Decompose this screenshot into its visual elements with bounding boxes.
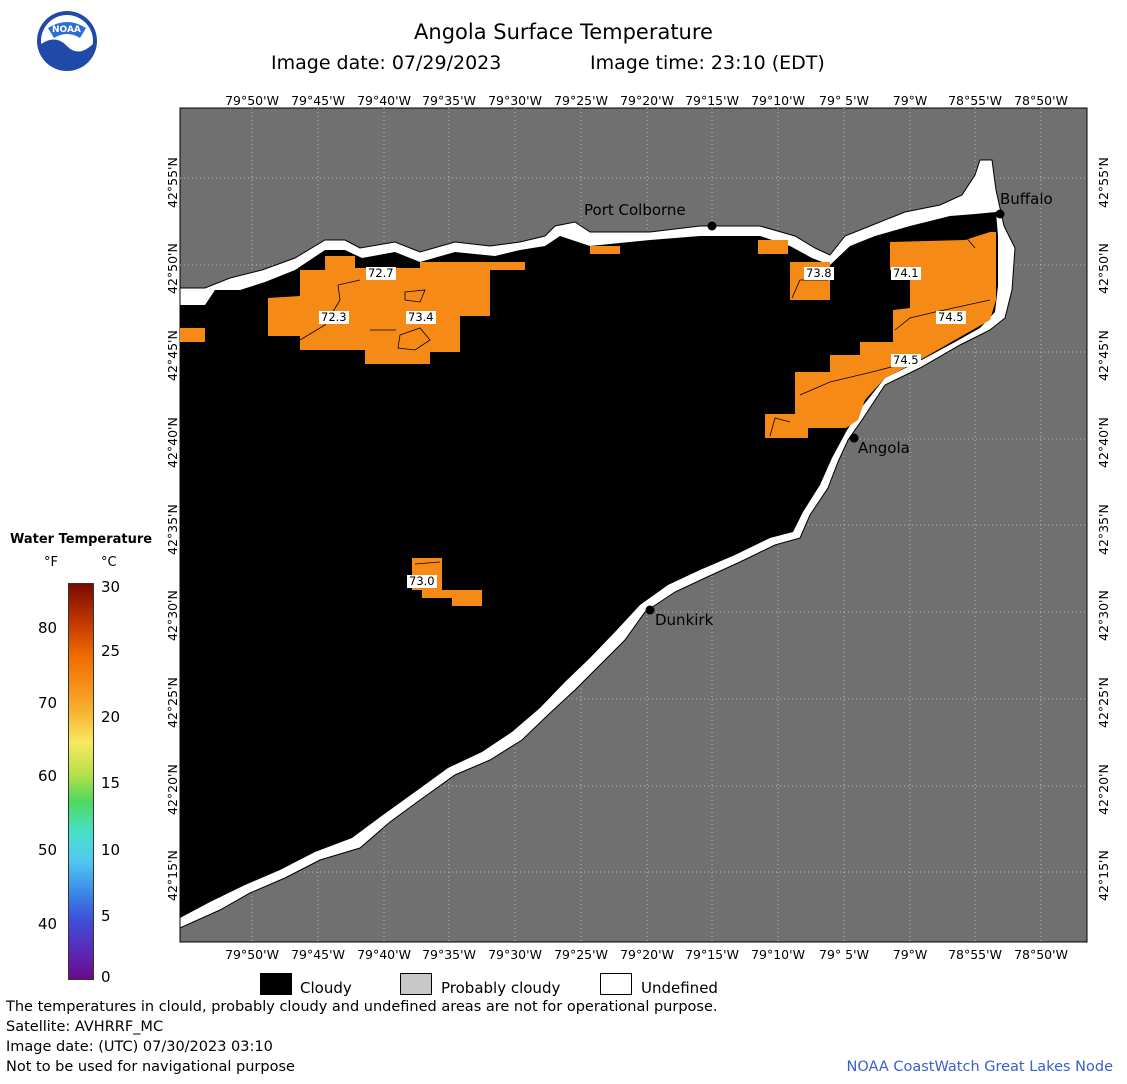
lon-label: 78°50'W (1014, 947, 1068, 962)
key-label-undefined: Undefined (641, 979, 718, 997)
legend-f-tick: 50 (38, 841, 58, 859)
temp-label: 72.3 (319, 310, 349, 324)
lon-label: 79°40'W (357, 93, 411, 108)
lon-label: 79°25'W (554, 947, 608, 962)
place-angola: Angola (858, 439, 910, 457)
legend-title: Water Temperature (10, 532, 153, 547)
temp-label: 73.8 (804, 266, 834, 280)
lon-label: 78°50'W (1014, 93, 1068, 108)
legend-c-tick: 10 (101, 841, 121, 859)
lon-label: 79°15'W (685, 93, 739, 108)
lon-label: 79°30'W (488, 93, 542, 108)
temp-label: 73.4 (406, 310, 436, 324)
lon-label: 79°20'W (620, 93, 674, 108)
legend-c-tick: 30 (101, 578, 121, 596)
key-swatch-probably-cloudy (400, 973, 432, 995)
temp-label: 74.5 (936, 310, 966, 324)
legend-unit-c: °C (101, 555, 117, 570)
legend-colorbar (68, 583, 94, 980)
logo-text: NOAA (52, 25, 81, 35)
key-swatch-undefined (600, 973, 632, 995)
lon-label: 78°55'W (948, 947, 1002, 962)
lon-label: 79°10'W (751, 947, 805, 962)
footer-satellite: Satellite: AVHRRF_MC (6, 1019, 164, 1035)
footer-nav-warning: Not to be used for navigational purpose (6, 1059, 295, 1075)
city-marker (645, 605, 655, 615)
chart-title: Angola Surface Temperature (414, 20, 713, 44)
city-marker (995, 209, 1005, 219)
lon-label: 79°25'W (554, 93, 608, 108)
lon-label: 79°50'W (225, 947, 279, 962)
footer-credit: NOAA CoastWatch Great Lakes Node (846, 1059, 1113, 1075)
city-marker (849, 433, 859, 443)
lon-label: 79°W (892, 93, 928, 108)
temp-label: 72.7 (366, 266, 396, 280)
legend-f-tick: 80 (38, 619, 58, 637)
lon-label: 79°35'W (422, 93, 476, 108)
footer-disclaimer: The temperatures in clould, probably clo… (6, 999, 718, 1015)
lon-label: 79°10'W (751, 93, 805, 108)
legend-c-tick: 0 (101, 968, 111, 986)
temp-label: 74.5 (891, 353, 921, 367)
noaa-logo (36, 10, 98, 72)
key-swatch-cloudy (260, 973, 292, 995)
cloud-area (180, 212, 998, 918)
legend-c-tick: 15 (101, 774, 121, 792)
legend-f-tick: 40 (38, 915, 58, 933)
lon-label: 79°15'W (685, 947, 739, 962)
legend-c-tick: 20 (101, 708, 121, 726)
lon-label: 79° 5'W (819, 947, 869, 962)
legend-f-tick: 60 (38, 767, 58, 785)
key-label-probably-cloudy: Probably cloudy (441, 979, 561, 997)
place-buffalo: Buffalo (1000, 190, 1053, 208)
legend-unit-f: °F (44, 555, 58, 570)
place-port-colborne: Port Colborne (584, 201, 686, 219)
legend-f-tick: 70 (38, 694, 58, 712)
legend-c-tick: 5 (101, 907, 111, 925)
footer-utc-date: Image date: (UTC) 07/30/2023 03:10 (6, 1039, 273, 1055)
temp-label: 74.1 (891, 266, 921, 280)
key-label-cloudy: Cloudy (300, 979, 352, 997)
place-dunkirk: Dunkirk (655, 611, 714, 629)
lon-label: 79° 5'W (819, 93, 869, 108)
lon-label: 79°35'W (422, 947, 476, 962)
lon-label: 79°45'W (291, 93, 345, 108)
lon-label: 79°20'W (620, 947, 674, 962)
warm-water (180, 232, 996, 606)
city-marker (707, 221, 717, 231)
image-time: Image time: 23:10 (EDT) (590, 52, 825, 74)
legend-c-tick: 25 (101, 642, 121, 660)
lon-label: 79°30'W (488, 947, 542, 962)
image-date: Image date: 07/29/2023 (271, 52, 502, 74)
lon-label: 79°50'W (225, 93, 279, 108)
lon-label: 78°55'W (948, 93, 1002, 108)
temp-label: 73.0 (407, 574, 437, 588)
lon-label: 79°W (892, 947, 928, 962)
lon-label: 79°45'W (291, 947, 345, 962)
lon-label: 79°40'W (357, 947, 411, 962)
